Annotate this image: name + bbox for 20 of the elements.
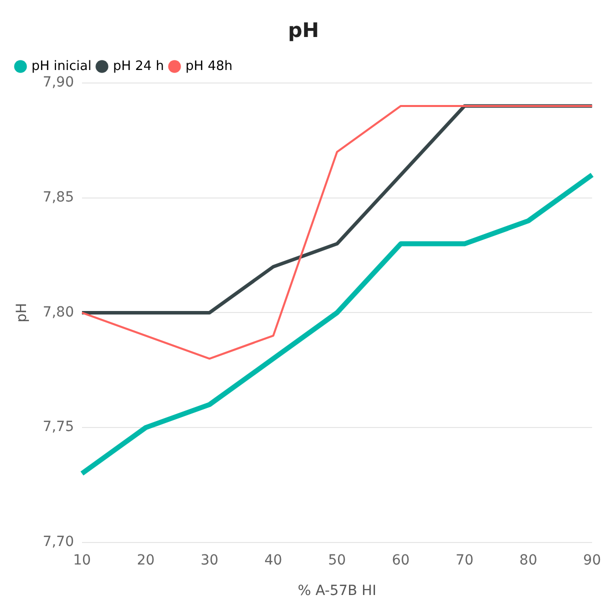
x-tick-label: 40 (264, 552, 282, 568)
x-tick-label: 50 (328, 552, 346, 568)
y-tick-label: 7,75 (42, 419, 74, 436)
x-tick-label: 10 (73, 552, 91, 568)
x-tick-label: 90 (583, 552, 602, 568)
x-tick-label: 60 (392, 552, 410, 568)
chart-title: pH (288, 18, 320, 42)
x-tick-label: 80 (519, 552, 538, 568)
y-tick-label: 7,90 (42, 74, 74, 91)
x-axis-title: % A-57B HI (298, 583, 376, 600)
legend-label: pH 48h (186, 58, 232, 74)
x-tick-label: 30 (200, 552, 218, 568)
y-tick-label: 7,85 (42, 189, 74, 206)
x-tick-label: 20 (136, 552, 155, 568)
y-tick-label: 7,70 (42, 534, 74, 550)
y-axis-title: pH (14, 302, 30, 322)
legend-label: pH 24 h (112, 58, 164, 74)
x-tick-label: 70 (456, 552, 474, 568)
y-tick-label: 7,80 (42, 304, 74, 320)
legend-label: pH inicial (32, 58, 92, 74)
